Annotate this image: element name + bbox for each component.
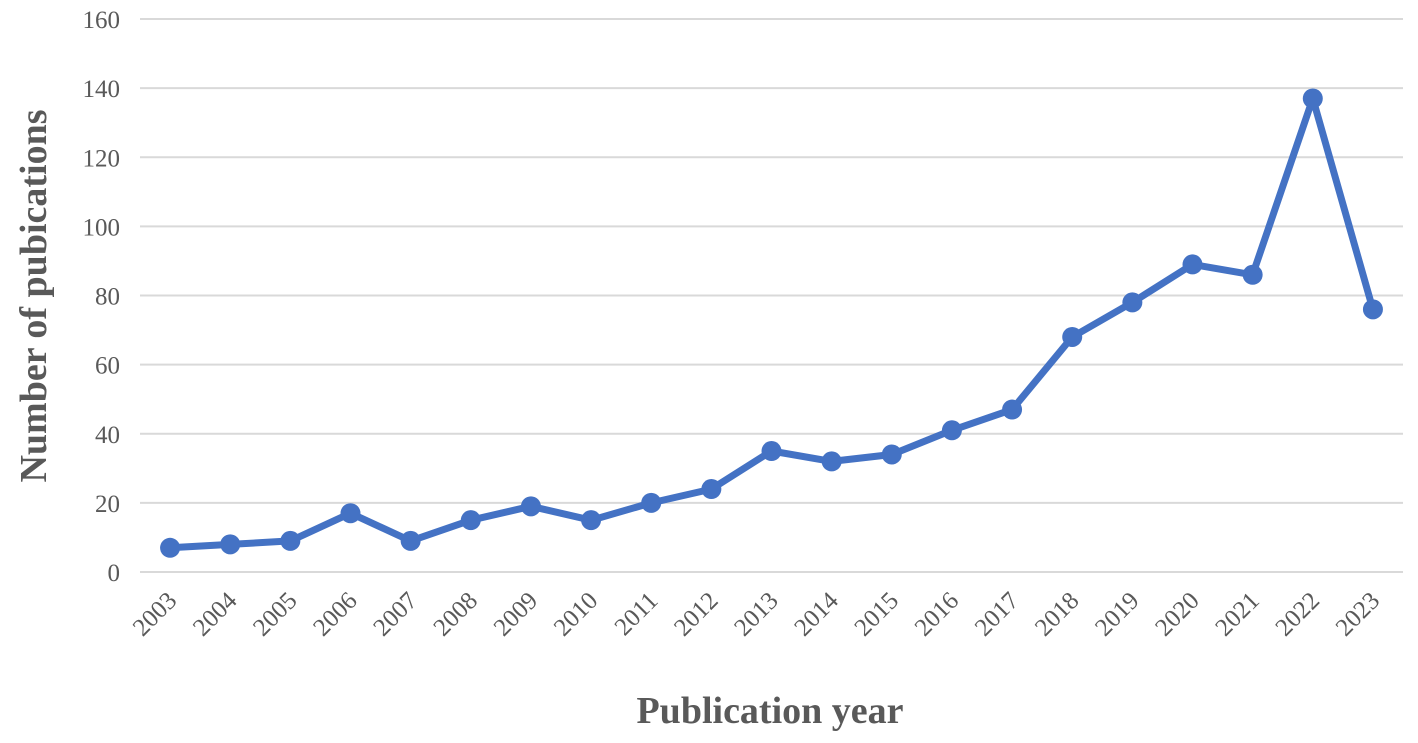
- x-tick-label: 2013: [729, 587, 783, 641]
- data-point: [581, 510, 602, 531]
- gridlines: [140, 18, 1403, 573]
- y-tick-label: 40: [95, 422, 120, 449]
- x-tick-label: 2014: [789, 587, 844, 642]
- data-point: [881, 444, 902, 465]
- x-tick-label: 2012: [669, 587, 723, 641]
- x-tick-label: 2018: [1030, 587, 1084, 641]
- y-tick-label: 120: [83, 145, 121, 172]
- y-tick-label: 20: [95, 491, 120, 518]
- data-point: [1122, 292, 1143, 313]
- y-axis-title: Number of pubications: [13, 109, 55, 482]
- data-point: [220, 534, 241, 555]
- x-tick-label: 2005: [248, 587, 302, 641]
- x-tick-label: 2007: [368, 587, 422, 641]
- x-tick-label: 2020: [1150, 587, 1204, 641]
- x-tick-label: 2019: [1090, 587, 1144, 641]
- data-point: [1302, 88, 1323, 109]
- x-axis-title: Publication year: [636, 690, 903, 732]
- data-point: [340, 503, 361, 524]
- data-point: [520, 496, 541, 517]
- x-tick-label: 2017: [970, 587, 1024, 641]
- x-tick-label: 2016: [910, 587, 964, 641]
- x-tick-label: 2008: [429, 587, 483, 641]
- data-point: [400, 530, 421, 551]
- x-tick-label: 2010: [549, 587, 603, 641]
- y-tick-label: 0: [108, 560, 121, 587]
- x-axis-ticks: 2003 2004 2005 2006 2007 2008 2009 2010 2011 2012…: [128, 587, 1385, 642]
- data-point: [160, 537, 181, 558]
- x-tick-label: 2006: [308, 587, 362, 641]
- x-tick-label: 2022: [1271, 587, 1325, 641]
- x-tick-label: 2021: [1210, 587, 1264, 641]
- y-tick-label: 140: [83, 76, 121, 103]
- data-point: [701, 479, 722, 500]
- data-point: [1182, 254, 1203, 275]
- data-point: [761, 441, 782, 462]
- x-tick-label: 2015: [850, 587, 904, 641]
- y-axis-ticks: 0 20 40 60 80 100 120 140 160: [83, 7, 121, 587]
- data-point: [941, 420, 962, 441]
- y-tick-label: 60: [95, 353, 120, 380]
- data-point: [1362, 299, 1383, 320]
- data-point: [460, 510, 481, 531]
- x-tick-label: 2009: [489, 587, 543, 641]
- x-tick-label: 2003: [128, 587, 182, 641]
- x-tick-label: 2011: [610, 587, 664, 641]
- series-line: [166, 95, 1377, 552]
- data-point: [1242, 264, 1263, 285]
- data-point: [641, 492, 662, 513]
- x-tick-label: 2023: [1331, 587, 1385, 641]
- x-tick-label: 2004: [188, 587, 243, 642]
- y-tick-label: 160: [83, 7, 121, 34]
- data-point: [821, 451, 842, 472]
- data-point: [280, 530, 301, 551]
- series-group: [160, 88, 1383, 558]
- data-point: [1062, 326, 1083, 347]
- data-point: [1002, 399, 1023, 420]
- y-tick-label: 100: [83, 214, 121, 241]
- y-tick-label: 80: [95, 284, 120, 311]
